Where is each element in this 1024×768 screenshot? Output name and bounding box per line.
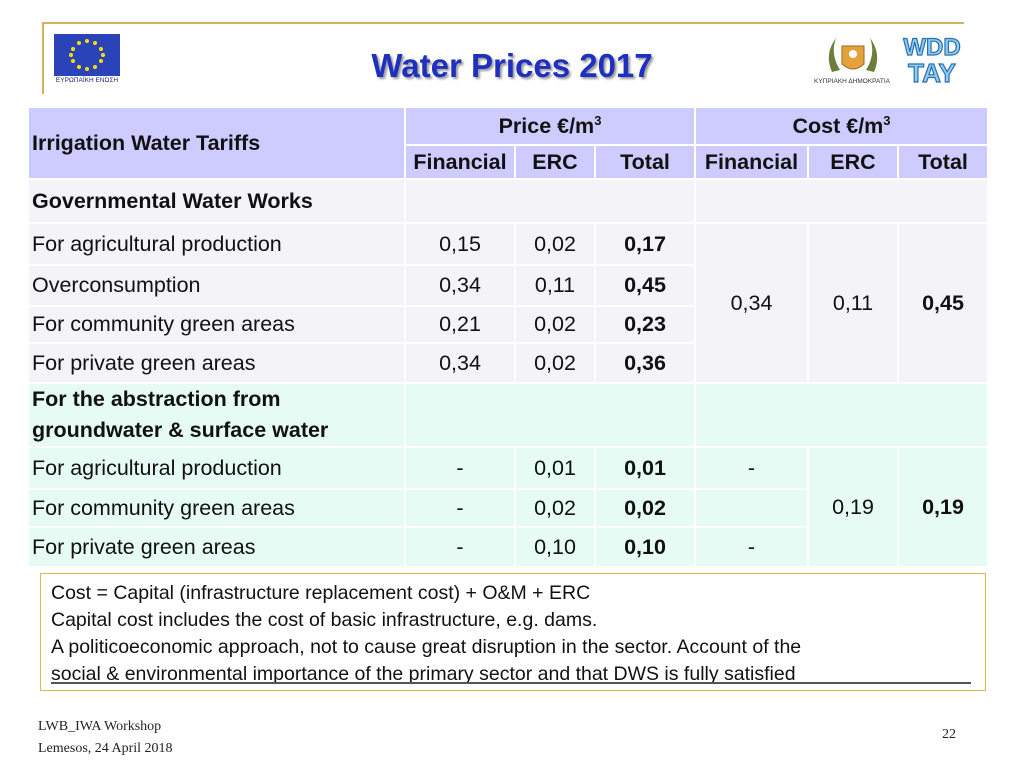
section1-title: Governmental Water Works	[27, 178, 406, 224]
wdd-logo: WDD TAY	[903, 33, 962, 88]
cost-note-text: Cost = Capital (infrastructure replaceme…	[51, 580, 979, 688]
wdd-logo-bottom-text: TAY	[908, 58, 956, 88]
section2-cost-total: 0,19	[896, 446, 990, 568]
row-label: For private green areas	[27, 342, 406, 384]
price-erc-cell: 0,10	[514, 526, 596, 568]
note-underline	[51, 682, 971, 684]
header-cost-group: Cost €/m3	[693, 106, 990, 146]
note-line: A politicoeconomic approach, not to caus…	[51, 636, 802, 658]
row-label: Overconsumption	[27, 264, 406, 307]
section1-title-row: Governmental Water Works	[27, 178, 990, 224]
price-total-cell: 0,10	[594, 526, 696, 568]
header-price-group: Price €/m3	[404, 106, 696, 146]
page-title: Water Prices 2017	[371, 47, 653, 84]
cyprus-emblem-logo	[828, 38, 878, 72]
footer-date: Lemesos, 24 April 2018	[38, 741, 173, 756]
price-superscript: 3	[594, 112, 602, 128]
price-erc-cell: 0,02	[514, 222, 596, 266]
row-label: For private green areas	[27, 526, 406, 568]
section1-cost-total: 0,45	[896, 222, 990, 384]
section2-title-row: For the abstraction from groundwater & su…	[27, 382, 990, 448]
price-group-label: Price €/m	[498, 114, 595, 139]
price-financial-cell: 0,34	[404, 342, 516, 384]
header-price-total: Total	[594, 144, 696, 180]
section2-title-line2: groundwater & surface water	[32, 418, 329, 442]
cost-superscript: 3	[883, 112, 891, 128]
header-price-erc: ERC	[514, 144, 596, 180]
section1-cost-financial: 0,34	[694, 222, 809, 384]
section2-title-price-filler	[404, 382, 696, 448]
cost-financial-cell: -	[694, 446, 809, 490]
eu-caption: ΕΥΡΩΠΑΪΚΗ ΕΝΩΣΗ	[55, 77, 119, 84]
row-label: For community green areas	[27, 488, 406, 528]
tariffs-table: Irrigation Water Tariffs Price €/m3 Cost…	[27, 106, 990, 568]
price-financial-cell: -	[404, 526, 516, 568]
price-financial-cell: -	[404, 488, 516, 528]
table-row: For community green areas - 0,02 0,02	[27, 488, 989, 528]
header-irrigation-label: Irrigation Water Tariffs	[27, 106, 406, 180]
table-row: For private green areas - 0,10 0,10 -	[27, 526, 989, 568]
top-rule	[42, 22, 964, 24]
cost-group-label: Cost €/m	[792, 114, 884, 139]
footer-event: LWB_IWA Workshop	[38, 719, 162, 734]
header-cost-financial: Financial	[694, 144, 809, 180]
header-cost-total: Total	[896, 144, 990, 180]
price-financial-cell: 0,34	[404, 264, 516, 307]
header-price-financial: Financial	[404, 144, 516, 180]
table-row: For agricultural production 0,15 0,02 0,…	[27, 222, 990, 384]
row-label: For community green areas	[27, 305, 406, 344]
price-total-cell: 0,45	[594, 264, 696, 307]
price-financial-cell: -	[404, 446, 516, 490]
section1-cost-erc: 0,11	[807, 222, 899, 384]
price-erc-cell: 0,02	[514, 305, 596, 344]
header-cost-erc: ERC	[807, 144, 899, 180]
eu-flag-logo	[54, 34, 120, 76]
price-financial-cell: 0,21	[404, 305, 516, 344]
cost-note-box: Cost = Capital (infrastructure replaceme…	[40, 573, 986, 691]
left-rule	[42, 22, 44, 94]
table-row: For private green areas 0,34 0,02 0,36	[27, 342, 989, 384]
row-label: For agricultural production	[27, 446, 406, 490]
price-total-cell: 0,23	[594, 305, 696, 344]
price-erc-cell: 0,02	[514, 342, 596, 384]
price-total-cell: 0,02	[594, 488, 696, 528]
section2-title-cost-filler	[693, 382, 990, 448]
section2-title: For the abstraction from groundwater & su…	[27, 382, 406, 448]
table-row: For agricultural production - 0,01 0,01 …	[27, 446, 990, 568]
note-line: social & environmental importance of the…	[51, 663, 796, 685]
note-line: Cost = Capital (infrastructure replaceme…	[51, 582, 591, 604]
section1-title-price-filler	[404, 178, 696, 224]
footer: LWB_IWA Workshop Lemesos, 24 April 2018	[38, 716, 173, 760]
cost-financial-cell	[694, 488, 809, 528]
price-erc-cell: 0,02	[514, 488, 596, 528]
section2-title-line1: For the abstraction from	[32, 387, 281, 411]
price-financial-cell: 0,15	[404, 222, 516, 266]
header-row-groups: Irrigation Water Tariffs Price €/m3 Cost…	[27, 106, 990, 180]
price-total-cell: 0,17	[594, 222, 696, 266]
page-number: 22	[942, 727, 956, 742]
price-erc-cell: 0,11	[514, 264, 596, 307]
wdd-logo-top-text: WDD	[903, 34, 960, 61]
cyprus-caption: ΚΥΠΡΙΑΚΗ ΔΗΜΟΚΡΑΤΙΑ	[814, 78, 890, 85]
section1-title-cost-filler	[693, 178, 990, 224]
section2-cost-erc: 0,19	[807, 446, 899, 568]
price-erc-cell: 0,01	[514, 446, 596, 490]
cost-financial-cell: -	[694, 526, 809, 568]
price-total-cell: 0,01	[594, 446, 696, 490]
note-line: Capital cost includes the cost of basic …	[51, 609, 598, 631]
row-label: For agricultural production	[27, 222, 406, 266]
price-total-cell: 0,36	[594, 342, 696, 384]
